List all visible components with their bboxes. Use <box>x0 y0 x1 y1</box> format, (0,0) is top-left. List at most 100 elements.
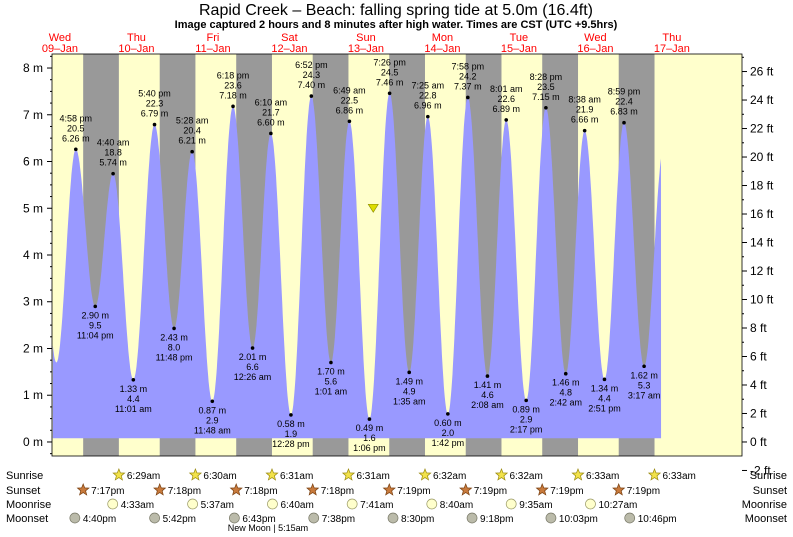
sunset-event: 7:17pm <box>76 483 125 497</box>
moonrise-moon-icon <box>505 498 517 510</box>
moonrise-moon-icon <box>267 498 278 510</box>
sunrise-time: 6:29am <box>127 471 160 482</box>
extreme-time: 2:08 am <box>471 400 504 410</box>
extreme-ft: 22.6 <box>497 94 515 104</box>
extreme-ft: 4.9 <box>403 386 416 396</box>
extreme-m: 2.01 m <box>239 352 267 362</box>
extreme-ft: 1.6 <box>363 433 376 443</box>
extreme-point <box>524 398 528 403</box>
extreme-ft: 23.5 <box>537 82 555 92</box>
extreme-point <box>111 171 115 176</box>
moonrise-event: 6:40am <box>267 498 314 511</box>
left-tick-label: 3 m <box>23 295 43 309</box>
extreme-point <box>426 114 430 119</box>
extreme-m: 1.49 m <box>395 376 423 386</box>
moonset-moon-icon <box>466 512 478 524</box>
sunrise-star-icon <box>188 468 203 481</box>
current-level-marker <box>367 203 379 213</box>
left-tick-label: 0 m <box>23 435 43 449</box>
moonrise-row-label-left: Moonrise <box>6 499 51 511</box>
extreme-time: 6:49 am <box>333 85 366 95</box>
extreme-m: 1.62 m <box>630 370 658 380</box>
extreme-point <box>347 119 352 124</box>
day-of-week: Fri <box>207 32 220 44</box>
low-tide-label: 1.34 m4.42:51 pm <box>588 383 621 413</box>
moonset-moon-icon <box>387 512 399 524</box>
astronomy-rows: Sunrise Sunrise Sunset Sunset Moonrise Moonri… <box>6 468 787 533</box>
day-of-week: Wed <box>584 32 606 44</box>
extreme-m: 0.49 m <box>356 423 384 433</box>
sunset-event: 7:19pm <box>612 483 660 497</box>
sunrise-time: 6:32am <box>433 471 466 482</box>
left-tick-label: 4 m <box>23 248 43 262</box>
moonset-time: 10:46pm <box>638 514 677 525</box>
extreme-point <box>466 95 470 100</box>
sunset-time: 7:19pm <box>474 486 507 497</box>
extreme-m: 6.66 m <box>571 115 599 125</box>
sunrise-star-icon <box>341 468 356 481</box>
sunrise-row-label-left: Sunrise <box>6 470 43 482</box>
extreme-time: 8:01 am <box>490 84 523 94</box>
moonset-row-label-left: Moonset <box>6 513 48 525</box>
extreme-point <box>504 118 509 122</box>
extreme-point <box>602 377 607 382</box>
moonset-time: 4:40pm <box>83 514 116 525</box>
moonrise-event: 9:35am <box>505 498 553 511</box>
moonrise-time: 8:40am <box>440 500 473 511</box>
extreme-time: 7:58 pm <box>452 61 485 71</box>
extreme-point <box>642 364 646 369</box>
extreme-time: 8:59 pm <box>608 87 641 97</box>
extreme-point <box>622 120 626 125</box>
sunrise-event: 6:32am <box>418 468 466 482</box>
extreme-time: 12:26 am <box>234 372 272 382</box>
extreme-ft: 18.8 <box>104 148 122 158</box>
extreme-ft: 5.3 <box>638 380 651 390</box>
extreme-point <box>309 94 314 98</box>
right-tick-label: 20 ft <box>750 150 774 164</box>
extreme-ft: 2.9 <box>206 415 219 425</box>
sunrise-star-icon <box>647 468 662 481</box>
low-tide-label: 1.41 m4.62:08 am <box>471 380 504 410</box>
right-tick-label: 10 ft <box>750 293 774 307</box>
right-tick-label: 6 ft <box>750 349 767 363</box>
low-tide-label: 0.49 m1.61:06 pm <box>353 423 386 453</box>
extreme-time: 5:28 am <box>176 116 209 126</box>
right-tick-label: 24 ft <box>750 93 774 107</box>
sunrise-event: 6:30am <box>188 468 237 482</box>
moonrise-time: 7:41am <box>360 500 393 511</box>
moonset-moon-icon <box>545 512 557 524</box>
extreme-ft: 22.3 <box>146 99 164 109</box>
extreme-m: 6.60 m <box>257 117 285 127</box>
extreme-time: 4:40 am <box>97 138 130 148</box>
sunset-star-icon <box>229 483 243 496</box>
extreme-time: 11:48 pm <box>156 352 193 362</box>
moonset-moon-icon <box>308 512 320 524</box>
sunset-event: 7:18pm <box>306 483 354 497</box>
day-of-week: Thu <box>127 32 146 44</box>
moonset-event: 5:42pm <box>149 512 196 525</box>
moonrise-event: 7:41am <box>346 498 394 511</box>
low-tide-label: 2.43 m8.011:48 pm <box>156 332 193 362</box>
extreme-ft: 20.5 <box>67 123 85 133</box>
sunrise-event: 6:29am <box>112 468 160 482</box>
moonset-moon-icon <box>229 512 240 524</box>
sunset-time: 7:19pm <box>550 486 583 497</box>
extreme-ft: 4.8 <box>559 388 572 398</box>
moonset-time: 6:43pm <box>242 514 275 525</box>
extreme-ft: 5.6 <box>325 377 338 387</box>
sunset-star-icon <box>459 483 473 496</box>
sunrise-event: 6:33am <box>571 468 619 482</box>
extreme-ft: 4.6 <box>481 390 494 400</box>
extreme-time: 1:35 am <box>393 396 426 406</box>
right-tick-label: 8 ft <box>750 321 767 335</box>
extreme-point <box>485 374 490 378</box>
extreme-ft: 4.4 <box>127 394 140 404</box>
extreme-point <box>250 346 255 350</box>
low-tide-label: 0.58 m1.912:28 pm <box>272 419 310 449</box>
